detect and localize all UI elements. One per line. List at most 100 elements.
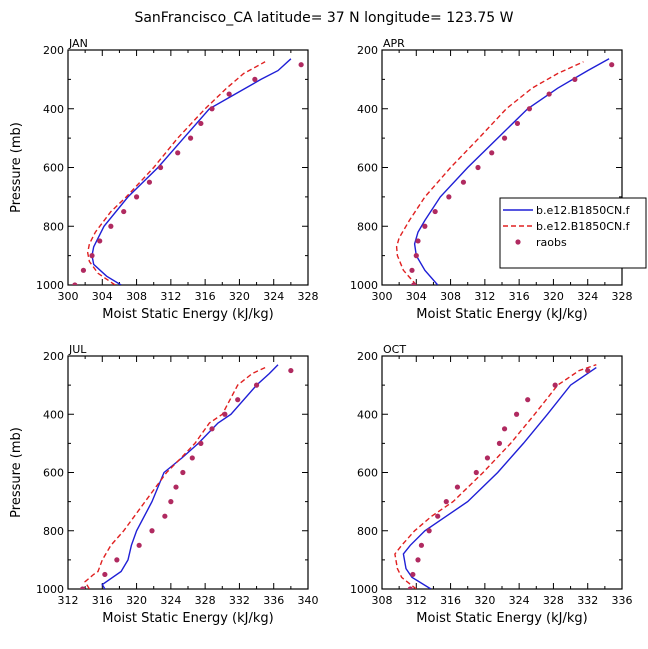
x-tick-label: 328 — [298, 290, 319, 303]
obs-point — [411, 282, 417, 285]
y-tick-label: 800 — [357, 525, 378, 538]
model-line-dashed — [395, 61, 584, 285]
x-tick-label: 320 — [229, 290, 250, 303]
panel-apr: APR 300 304 308 312 316 320 324 328 200 400 600 800 1… — [350, 37, 633, 322]
obs-point — [146, 179, 153, 185]
x-tick-label: 324 — [577, 290, 598, 303]
panel-label: JAN — [68, 37, 88, 50]
model-line-dashed — [86, 61, 266, 285]
obs-point — [187, 135, 194, 141]
panel-label: OCT — [383, 343, 406, 356]
x-axis-label: Moist Static Energy (kJ/kg) — [416, 307, 587, 322]
obs-point — [609, 62, 615, 68]
legend-label: raobs — [536, 236, 567, 249]
x-tick-label: 316 — [440, 594, 461, 607]
obs-point — [475, 164, 481, 171]
obs-point — [72, 282, 78, 285]
obs-point — [198, 120, 204, 127]
obs-point — [157, 164, 164, 171]
obs-point — [552, 382, 558, 388]
legend: b.e12.B1850CN.f b.e12.B1850CN.f raobs — [499, 197, 647, 269]
x-tick-label: 312 — [406, 594, 427, 607]
model-line-solid — [91, 58, 292, 285]
x-tick-label: 312 — [160, 290, 181, 303]
x-tick-label: 308 — [372, 594, 393, 607]
obs-point — [572, 76, 578, 82]
x-tick-label: 332 — [229, 594, 250, 607]
x-tick-label: 308 — [126, 290, 147, 303]
plot-frame — [67, 355, 309, 590]
series-group — [79, 364, 294, 589]
obs-point — [235, 397, 241, 403]
obs-point — [413, 253, 419, 259]
x-tick-label: 328 — [612, 290, 633, 303]
y-tick-label: 400 — [43, 408, 64, 421]
obs-point — [114, 557, 120, 563]
y-tick-label: 200 — [43, 44, 64, 57]
y-tick-label: 800 — [357, 220, 378, 233]
x-tick-label: 304 — [406, 290, 427, 303]
legend-label: b.e12.B1850CN.f — [536, 220, 631, 233]
x-tick-label: 324 — [509, 594, 530, 607]
y-tick-label: 200 — [43, 350, 64, 363]
x-tick-label: 308 — [440, 290, 461, 303]
obs-point — [108, 223, 114, 229]
x-tick-label: 328 — [543, 594, 564, 607]
obs-point — [501, 135, 508, 141]
obs-point — [446, 194, 452, 200]
y-tick-label: 600 — [43, 467, 64, 480]
obs-point — [585, 367, 591, 374]
obs-point — [253, 382, 260, 388]
y-axis-label: Pressure (mb) — [9, 122, 24, 213]
obs-point — [415, 557, 421, 563]
obs-point — [484, 455, 491, 461]
x-tick-label: 312 — [474, 290, 495, 303]
obs-point — [198, 440, 204, 446]
obs-point — [288, 367, 294, 374]
x-tick-label: 320 — [543, 290, 564, 303]
obs-point — [175, 150, 181, 156]
main-title: SanFrancisco_CA latitude= 37 N longitude… — [134, 10, 513, 26]
plot-frame — [381, 355, 623, 590]
obs-point — [136, 542, 142, 548]
legend-label: b.e12.B1850CN.f — [536, 204, 631, 217]
y-tick-label: 800 — [43, 220, 64, 233]
x-tick-label: 300 — [58, 290, 79, 303]
obs-point — [546, 91, 552, 97]
y-tick-label: 200 — [357, 44, 378, 57]
obs-point — [252, 76, 258, 82]
y-tick-label: 200 — [357, 350, 378, 363]
y-tick-label: 800 — [43, 525, 64, 538]
x-tick-label: 316 — [509, 290, 530, 303]
obs-point — [443, 499, 449, 505]
y-tick-label: 1000 — [350, 279, 378, 292]
y-tick-label: 600 — [357, 162, 378, 175]
y-tick-label: 1000 — [36, 279, 64, 292]
obs-point — [513, 411, 520, 417]
x-axis-label: Moist Static Energy (kJ/kg) — [416, 611, 587, 626]
x-tick-label: 304 — [92, 290, 113, 303]
x-tick-label: 324 — [263, 290, 284, 303]
x-tick-label: 336 — [263, 594, 284, 607]
obs-point — [133, 194, 140, 200]
x-axis-label: Moist Static Energy (kJ/kg) — [102, 307, 273, 322]
x-tick-label: 340 — [298, 594, 319, 607]
x-tick-label: 320 — [126, 594, 147, 607]
panel-jul: JUL 312 316 320 324 328 332 336 340 200 400 600 800 1… — [9, 343, 319, 626]
obs-point — [514, 120, 521, 127]
model-line-solid — [101, 364, 279, 589]
obs-point — [410, 571, 416, 578]
obs-point — [501, 426, 508, 432]
obs-point — [415, 238, 421, 244]
y-tick-label: 1000 — [350, 583, 378, 596]
x-tick-label: 336 — [612, 594, 633, 607]
obs-point — [189, 455, 195, 461]
obs-point — [426, 528, 432, 534]
obs-point — [222, 411, 228, 417]
obs-point — [526, 106, 533, 112]
obs-point — [168, 499, 174, 505]
obs-point — [409, 267, 415, 273]
panel-label: APR — [383, 37, 405, 50]
obs-point — [298, 62, 304, 68]
